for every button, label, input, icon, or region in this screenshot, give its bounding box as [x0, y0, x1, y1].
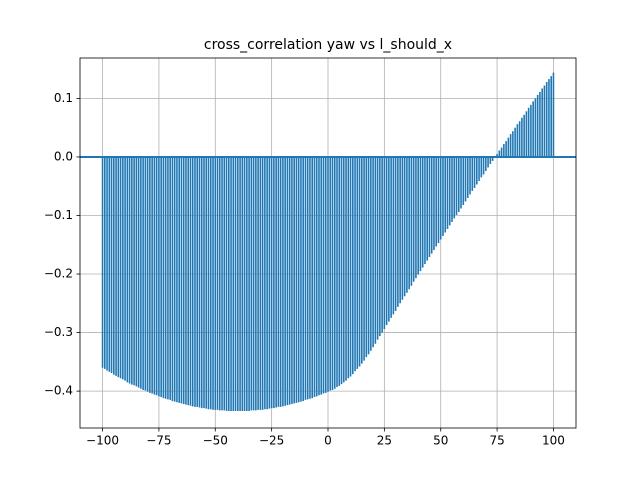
plot-frame [79, 57, 577, 429]
x-tick-label: 100 [542, 434, 565, 448]
y-tick-label: 0.0 [54, 149, 73, 163]
x-tick-label: −50 [203, 434, 228, 448]
y-tick-label: −0.3 [44, 325, 73, 339]
y-tick-label: 0.1 [54, 91, 73, 105]
marks [80, 72, 576, 412]
x-tick-label: 0 [324, 434, 332, 448]
x-tick-label: −100 [86, 434, 119, 448]
chart-title: cross_correlation yaw vs l_should_x [204, 37, 452, 53]
y-tick-label: −0.2 [44, 267, 73, 281]
x-tick-label: −75 [146, 434, 171, 448]
axes: −100 −75 −50 −25 0 25 50 75 100 −0.4 −0.3 −0.2 −0.1 0… [44, 57, 577, 448]
x-tick-label: 75 [489, 434, 504, 448]
y-tick-label: −0.1 [44, 208, 73, 222]
x-tick-label: 50 [433, 434, 448, 448]
x-tick-label: −25 [259, 434, 284, 448]
y-tick-label: −0.4 [44, 384, 73, 398]
x-tick-label: 25 [377, 434, 392, 448]
